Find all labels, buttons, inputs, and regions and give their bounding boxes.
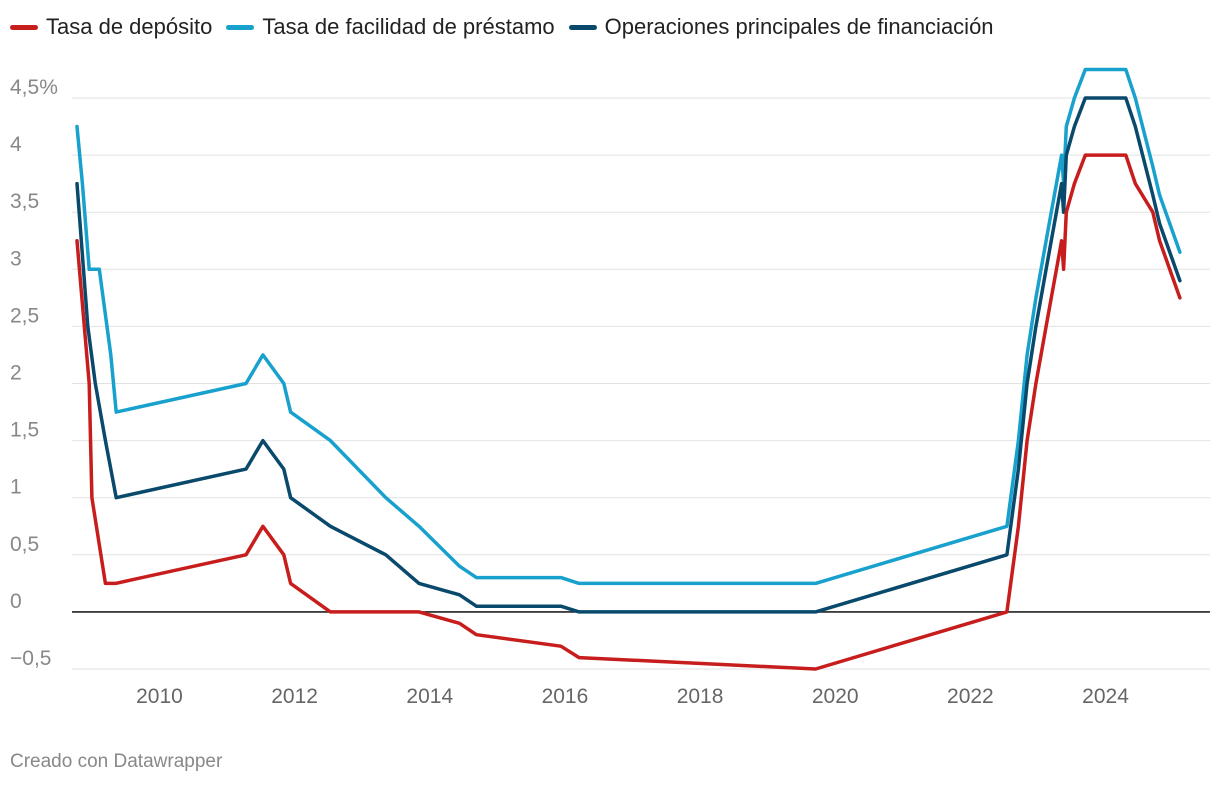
y-tick-label: 3,5 bbox=[10, 190, 39, 213]
y-tick-label: 1,5 bbox=[10, 419, 39, 442]
legend-label-main-refinancing: Operaciones principales de financiación bbox=[604, 14, 994, 39]
y-axis-ticks: 4,5% 4 3,5 3 2,5 2 1,5 1 0,5 0 −0,5 bbox=[10, 76, 58, 670]
legend-label-lending-facility-rate: Tasa de facilidad de préstamo bbox=[262, 14, 555, 39]
legend-item-lending-facility-rate: Tasa de facilidad de préstamo bbox=[226, 14, 555, 40]
x-tick-label: 2018 bbox=[677, 685, 724, 708]
legend-label-deposit-rate: Tasa de depósito bbox=[46, 14, 213, 39]
y-tick-label: −0,5 bbox=[10, 647, 51, 670]
x-tick-label: 2016 bbox=[542, 685, 589, 708]
x-tick-label: 2022 bbox=[947, 685, 994, 708]
y-tick-label: 2,5 bbox=[10, 304, 39, 327]
legend-swatch-main-refinancing bbox=[568, 24, 597, 30]
x-tick-label: 2014 bbox=[406, 685, 453, 708]
legend-item-deposit-rate: Tasa de depósito bbox=[10, 14, 212, 40]
legend-swatch-deposit-rate bbox=[10, 24, 38, 30]
gridlines bbox=[72, 97, 1210, 670]
y-tick-label: 0 bbox=[10, 590, 22, 613]
y-tick-label: 0,5 bbox=[10, 533, 39, 556]
legend-item-main-refinancing: Operaciones principales de financiación bbox=[568, 14, 994, 40]
legend-swatch-lending-facility-rate bbox=[226, 24, 255, 30]
y-tick-label: 2 bbox=[10, 362, 22, 385]
series-lines bbox=[75, 67, 1182, 671]
x-tick-label: 2012 bbox=[271, 685, 318, 708]
main-refinancing-line bbox=[75, 96, 1182, 614]
datawrapper-credit: Creado con Datawrapper bbox=[10, 751, 223, 772]
y-tick-label: 3 bbox=[10, 247, 22, 270]
x-tick-label: 2020 bbox=[812, 685, 859, 708]
lending-facility-rate-line bbox=[75, 67, 1182, 586]
chart-legend: Tasa de depósito Tasa de facilidad de pr… bbox=[10, 14, 994, 40]
x-tick-label: 2010 bbox=[136, 685, 183, 708]
deposit-rate-line bbox=[75, 153, 1182, 671]
y-tick-label: 1 bbox=[10, 476, 22, 499]
x-tick-label: 2024 bbox=[1082, 685, 1129, 708]
y-tick-label: 4 bbox=[10, 133, 22, 156]
x-axis-ticks: 2010 2012 2014 2016 2018 2020 2022 2024 bbox=[136, 685, 1129, 708]
y-tick-label: 4,5% bbox=[10, 76, 58, 99]
